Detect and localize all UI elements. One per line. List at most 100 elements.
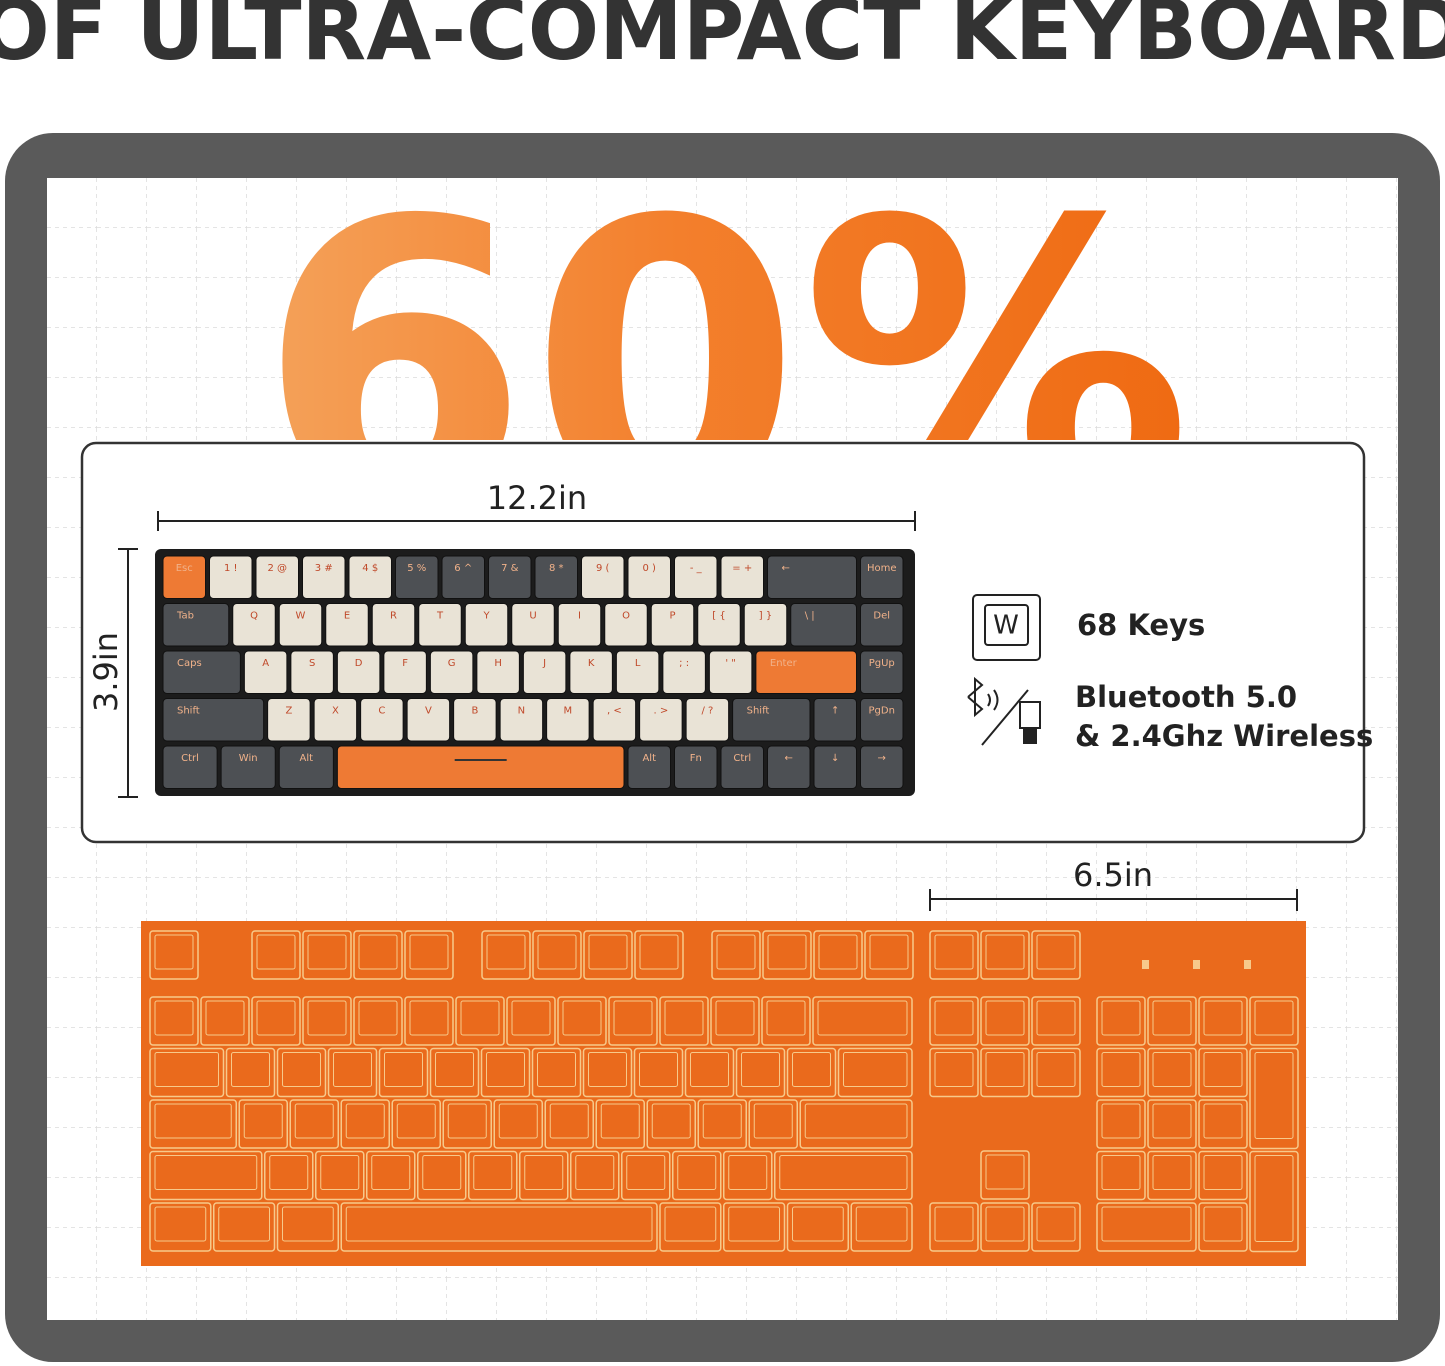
key-legend: Alt <box>300 753 314 764</box>
key-outline-top <box>537 934 577 970</box>
keycap <box>336 650 381 694</box>
key-outline <box>315 1150 365 1201</box>
key-legend: M <box>564 706 573 717</box>
key-legend: = + <box>732 563 752 574</box>
keycap <box>313 698 358 742</box>
keycap <box>615 650 660 694</box>
key-outline-top <box>396 1103 436 1139</box>
key-legend: 7 & <box>501 563 519 574</box>
key-outline-top <box>728 1206 780 1242</box>
key-outline-top <box>154 1206 207 1242</box>
indicator-light <box>1244 960 1251 969</box>
key-legend: ← <box>782 563 790 574</box>
key-legend: , < <box>607 706 622 717</box>
keycap <box>209 555 253 599</box>
key-outline-top <box>1203 1155 1243 1190</box>
key-outline-top <box>639 934 679 970</box>
keycap <box>569 650 613 694</box>
key-legend: U <box>529 611 536 622</box>
keycap <box>674 745 718 789</box>
key-outline <box>1096 1099 1146 1149</box>
key-outline <box>864 930 914 980</box>
key-outline-top <box>549 1103 589 1139</box>
key-legend: Ctrl <box>733 753 751 764</box>
keycap <box>336 745 625 789</box>
key-outline <box>149 1047 225 1098</box>
key-outline <box>646 1099 696 1149</box>
key-outline <box>1147 996 1197 1046</box>
key-outline <box>302 996 352 1046</box>
key-outline-top <box>218 1206 270 1242</box>
keycap <box>406 698 451 742</box>
key-outline-top <box>1254 1000 1294 1036</box>
keycap <box>476 650 520 694</box>
keycap <box>581 555 625 599</box>
key-outline-top <box>154 1155 258 1190</box>
key-outline <box>633 1047 684 1098</box>
key-outline <box>608 996 658 1046</box>
key-outline <box>929 1047 979 1098</box>
key-outline-top <box>154 934 194 970</box>
key-outline <box>723 1150 773 1201</box>
key-outline <box>1198 1099 1248 1149</box>
key-outline <box>481 930 531 980</box>
key-outline <box>621 1150 671 1201</box>
key-legend: E <box>344 611 350 622</box>
keycap <box>743 603 788 647</box>
key-outline <box>1031 1202 1081 1252</box>
keycap <box>290 650 334 694</box>
key-legend: Tab <box>176 611 194 622</box>
key-outline <box>774 1150 913 1201</box>
key-outline-top <box>741 1052 780 1087</box>
key-outline <box>455 996 505 1046</box>
keycap <box>220 745 276 789</box>
key-outline <box>480 1047 531 1098</box>
key-outline-top <box>1036 1206 1076 1242</box>
keycap <box>697 603 741 647</box>
key-outline-top <box>817 1000 908 1036</box>
key-outline <box>1031 996 1081 1046</box>
key-legend: - _ <box>690 563 703 574</box>
key-outline <box>929 1202 979 1252</box>
key-outline <box>761 996 811 1046</box>
keycap <box>674 555 718 599</box>
key-outline-top <box>486 934 526 970</box>
key-outline <box>264 1150 314 1201</box>
key-legend: T <box>436 611 444 622</box>
key-outline-top <box>231 1052 270 1087</box>
keycap <box>441 555 485 599</box>
key-icon-letter: W <box>993 611 1019 641</box>
key-legend: F <box>402 658 408 669</box>
keycap <box>860 555 904 599</box>
key-outline-top <box>1036 934 1076 970</box>
key-outline <box>1147 1047 1197 1098</box>
key-outline-top <box>588 1052 627 1087</box>
key-outline-top <box>1203 1052 1243 1087</box>
key-outline <box>980 1202 1030 1252</box>
key-outline-top <box>1101 1155 1141 1190</box>
keycap <box>557 603 602 647</box>
headline: OF ULTRA-COMPACT KEYBOARD <box>0 0 1445 79</box>
key-outline <box>468 1150 518 1201</box>
keycap <box>243 650 288 694</box>
key-outline-top <box>985 1206 1025 1242</box>
key-outline <box>404 996 454 1046</box>
key-outline-top <box>282 1052 321 1087</box>
key-legend: I <box>578 611 581 622</box>
key-legend: Shift <box>747 706 770 717</box>
keycap <box>860 745 904 789</box>
key-outline <box>149 1202 212 1252</box>
key-outline-top <box>588 934 628 970</box>
key-outline <box>980 996 1030 1046</box>
keycap <box>720 745 764 789</box>
key-outline <box>149 996 199 1046</box>
key-legend: D <box>355 658 363 669</box>
divider-slash <box>981 689 1029 746</box>
key-legend: X <box>332 706 339 717</box>
width-label: 12.2in <box>487 479 587 517</box>
key-outline-top <box>371 1155 411 1190</box>
keycap <box>278 603 323 647</box>
key-outline-top <box>1203 1103 1243 1139</box>
key-outline <box>1249 1150 1299 1253</box>
